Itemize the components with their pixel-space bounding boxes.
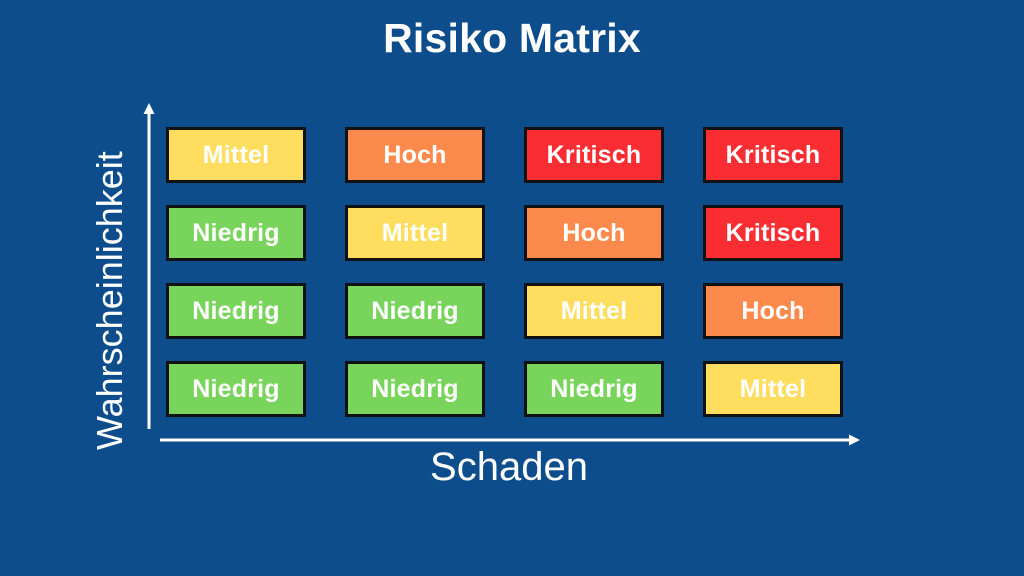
x-axis-label: Schaden: [430, 445, 588, 489]
damage-axis-arrow-icon: [160, 434, 860, 446]
risk-cell-r3-c2: Niedrig: [345, 283, 485, 339]
risk-cell-label: Kritisch: [546, 140, 642, 169]
risk-cell-label: Niedrig: [550, 374, 638, 403]
probability-axis-arrow-icon: [143, 103, 155, 429]
risk-cell-r1-c1: Mittel: [166, 127, 306, 183]
risk-cell-label: Kritisch: [725, 140, 821, 169]
risk-cell-label: Mittel: [560, 296, 628, 325]
risk-cell-r4-c4: Mittel: [703, 361, 843, 417]
risk-cell-label: Niedrig: [371, 296, 459, 325]
risk-cell-r3-c4: Hoch: [703, 283, 843, 339]
risk-cell-label: Niedrig: [371, 374, 459, 403]
risk-cell-r2-c2: Mittel: [345, 205, 485, 261]
risk-cell-label: Niedrig: [192, 374, 280, 403]
risk-cell-r3-c3: Mittel: [524, 283, 664, 339]
risk-cell-label: Niedrig: [192, 218, 280, 247]
risk-cell-label: Hoch: [383, 140, 447, 169]
risk-cell-r2-c3: Hoch: [524, 205, 664, 261]
risk-matrix-grid: Mittel Hoch Kritisch Kritisch Niedrig Mittel H…: [166, 127, 843, 417]
risk-cell-r4-c3: Niedrig: [524, 361, 664, 417]
y-axis-label: Wahrscheinlichkeit: [89, 151, 130, 450]
risk-cell-label: Niedrig: [192, 296, 280, 325]
risk-cell-label: Mittel: [381, 218, 449, 247]
risk-cell-label: Hoch: [741, 296, 805, 325]
risk-cell-label: Mittel: [739, 374, 807, 403]
risk-cell-r1-c3: Kritisch: [524, 127, 664, 183]
risk-cell-r3-c1: Niedrig: [166, 283, 306, 339]
risk-cell-r1-c4: Kritisch: [703, 127, 843, 183]
risk-cell-r4-c2: Niedrig: [345, 361, 485, 417]
risk-cell-r2-c1: Niedrig: [166, 205, 306, 261]
risk-cell-r2-c4: Kritisch: [703, 205, 843, 261]
risk-cell-label: Mittel: [202, 140, 270, 169]
risk-cell-r4-c1: Niedrig: [166, 361, 306, 417]
risk-cell-r1-c2: Hoch: [345, 127, 485, 183]
risk-cell-label: Hoch: [562, 218, 626, 247]
page-title: Risiko Matrix: [383, 15, 641, 61]
risk-cell-label: Kritisch: [725, 218, 821, 247]
